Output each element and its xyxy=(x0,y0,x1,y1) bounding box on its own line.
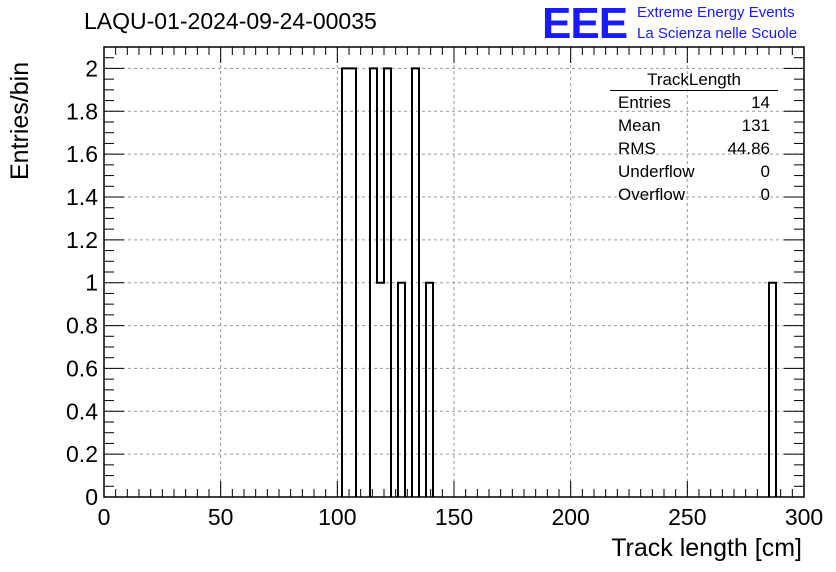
y-tick-label: 0.6 xyxy=(66,355,98,381)
stats-label: Overflow xyxy=(618,185,686,204)
x-tick-label: 200 xyxy=(551,504,589,530)
eee-logo: EEE xyxy=(542,0,628,48)
axes xyxy=(103,46,805,498)
chart-title: LAQU-01-2024-09-24-00035 xyxy=(84,8,377,34)
y-tick-label: 2 xyxy=(85,55,98,81)
histogram-outline xyxy=(341,67,777,497)
histogram-bin xyxy=(377,283,384,497)
logo-caption-line1: Extreme Energy Events xyxy=(637,4,795,21)
stats-title: TrackLength xyxy=(610,70,778,91)
y-tick-label: 1 xyxy=(85,270,98,296)
x-tick-label: 150 xyxy=(435,504,473,530)
y-tick-label: 0.4 xyxy=(66,398,98,424)
histogram-bars xyxy=(341,67,777,497)
stats-box: TrackLength Entries 14 Mean 131 RMS 44.8… xyxy=(610,70,778,206)
x-tick-label: 50 xyxy=(208,504,234,530)
x-tick-label: 0 xyxy=(98,504,111,530)
stats-value: 0 xyxy=(760,162,770,181)
stats-row-entries: Entries 14 xyxy=(610,91,778,114)
y-axis-label: Entries/bin xyxy=(6,61,34,180)
stats-value: 0 xyxy=(760,185,770,204)
stats-label: Mean xyxy=(618,116,661,135)
y-tick-label: 0.8 xyxy=(66,313,98,339)
x-axis-label: Track length [cm] xyxy=(611,534,802,562)
y-tick-label: 1.8 xyxy=(66,98,98,124)
histogram-bin xyxy=(398,283,405,497)
y-tick-label: 1.2 xyxy=(66,227,98,253)
stats-row-mean: Mean 131 xyxy=(610,114,778,137)
stats-label: RMS xyxy=(618,139,656,158)
stats-row-rms: RMS 44.86 xyxy=(610,137,778,160)
x-tick-label: 250 xyxy=(668,504,706,530)
x-tick-label: 100 xyxy=(318,504,356,530)
y-tick-label: 0 xyxy=(85,484,98,510)
stats-label: Entries xyxy=(618,93,671,112)
grid-lines xyxy=(104,47,804,497)
histogram-bin xyxy=(769,283,776,497)
stats-value: 131 xyxy=(741,116,770,135)
stats-row-underflow: Underflow 0 xyxy=(610,160,778,183)
stats-label: Underflow xyxy=(618,162,695,181)
stats-value: 44.86 xyxy=(727,139,770,158)
y-tick-label: 1.4 xyxy=(66,184,98,210)
stats-row-overflow: Overflow 0 xyxy=(610,183,778,206)
y-tick-label: 0.2 xyxy=(66,441,98,467)
tick-labels: 0 50 100 150 200 250 30000.20.40.60.811.21.41.… xyxy=(66,55,823,530)
logo-caption-line2: La Scienza nelle Scuole xyxy=(637,25,798,42)
stats-value: 14 xyxy=(751,93,770,112)
y-tick-label: 1.6 xyxy=(66,141,98,167)
x-tick-label: 300 xyxy=(785,504,823,530)
histogram-bin xyxy=(426,283,433,497)
